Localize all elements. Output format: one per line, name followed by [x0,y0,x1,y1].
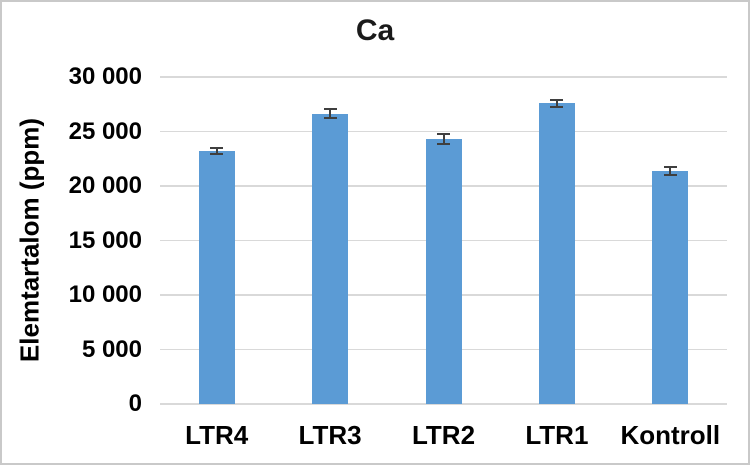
y-tick-label: 20 000 [68,172,142,199]
error-bar-bottom-cap [323,116,337,119]
bar-ltr4 [198,151,235,404]
x-category-label: LTR4 [185,420,249,450]
error-bar-ltr2 [437,133,451,146]
error-bar-ltr4 [210,146,224,156]
error-bar-stem [442,133,445,146]
y-tick-label: 30 000 [68,63,142,90]
gridline [160,130,727,133]
x-category-label: Kontroll [620,420,721,450]
bar-ltr2 [425,139,462,404]
gridline [160,76,727,78]
x-category-label: LTR2 [411,420,476,450]
error-bar-stem [329,108,332,119]
error-bar-bottom-cap [210,153,224,156]
gridline [160,403,727,405]
error-bar-bottom-cap [550,105,564,108]
y-tick-label: 10 000 [68,281,142,308]
error-bar-kontroll [663,165,677,176]
error-bar-ltr3 [323,108,337,119]
y-tick-label: 15 000 [68,226,142,254]
chart-title: Ca [355,14,395,47]
bar-kontroll [652,170,689,404]
y-tick-label: 5 000 [81,335,142,363]
error-bar-stem [669,165,672,176]
x-category-label: LTR1 [525,420,589,450]
bar-ltr1 [538,103,575,404]
error-bar-ltr1 [550,98,564,108]
plot-area [160,76,727,405]
error-bar-bottom-cap [663,173,677,176]
x-category-label: LTR3 [298,420,362,450]
error-bar-bottom-cap [437,143,450,146]
y-tick-label: 25 000 [68,117,142,145]
error-bar-stem [555,98,558,108]
bar-ltr3 [312,113,349,404]
error-bar-stem [215,146,218,156]
y-tick-label: 0 [128,390,142,417]
